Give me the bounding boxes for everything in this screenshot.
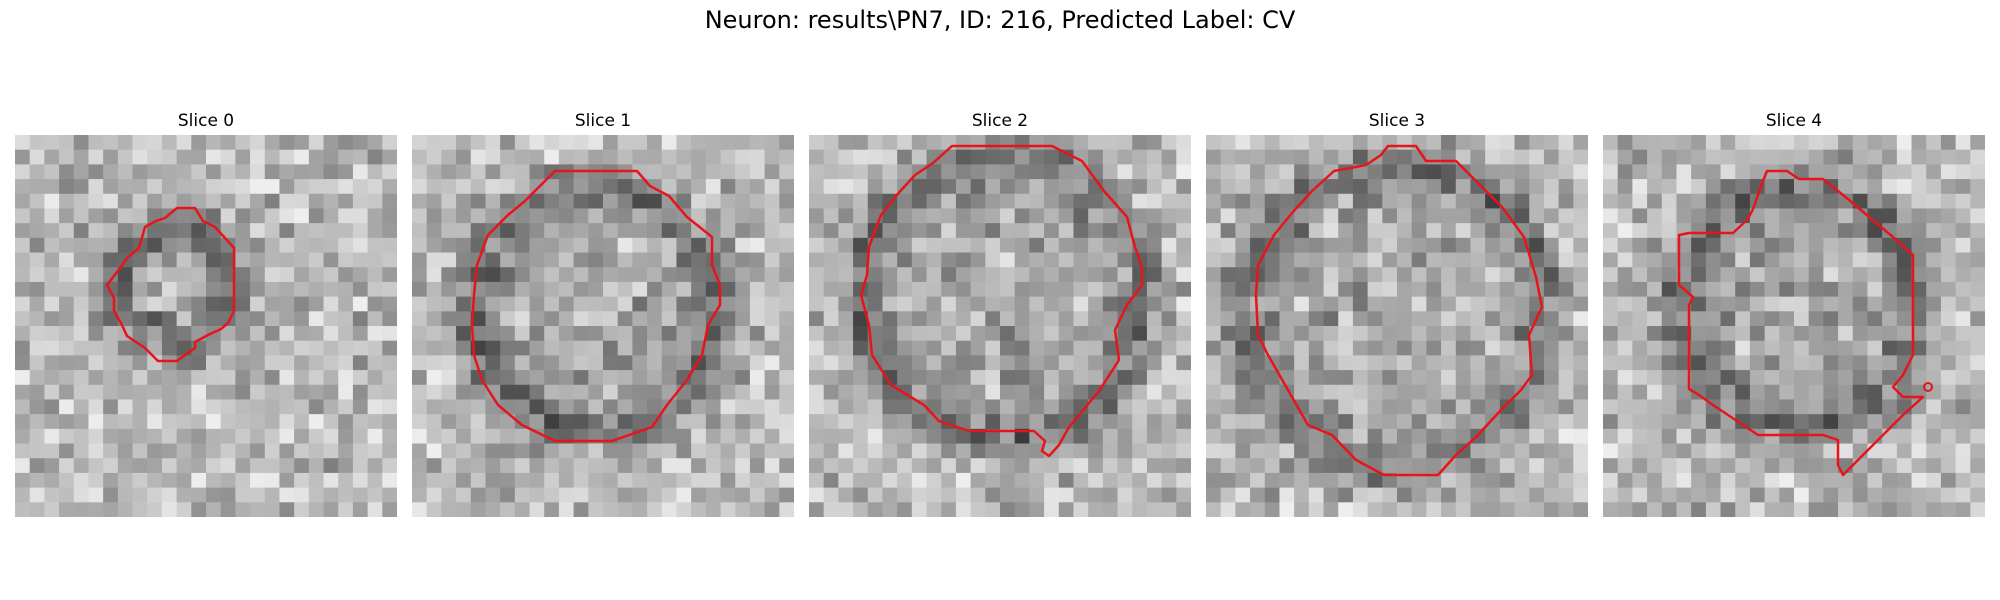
- slice-image-2: [809, 135, 1191, 517]
- slice-image-4: [1603, 135, 1985, 517]
- slice-title: Slice 2: [971, 111, 1029, 131]
- slice-panel-0: Slice 0: [15, 108, 397, 517]
- pixel-texture: [1206, 135, 1588, 517]
- slice-panel-3: Slice 3: [1206, 108, 1588, 517]
- figure-title: Neuron: results\PN7, ID: 216, Predicted …: [704, 6, 1296, 34]
- pixel-texture: [1603, 135, 1985, 517]
- slice-title: Slice 4: [1765, 111, 1823, 131]
- slice-panel-1: Slice 1: [412, 108, 794, 517]
- slice-title: Slice 1: [574, 111, 632, 131]
- segmentation-outline: [1254, 144, 1544, 477]
- pixel-texture: [809, 135, 1191, 517]
- slice-panel-4: Slice 4: [1603, 108, 1985, 517]
- segmentation-outline: [105, 206, 236, 363]
- outline-marker: [1923, 382, 1933, 392]
- segmentation-outline: [470, 169, 722, 443]
- slice-title: Slice 3: [1368, 111, 1426, 131]
- slice-title: Slice 0: [177, 111, 235, 131]
- segmentation-outline: [1677, 169, 1925, 477]
- slice-image-3: [1206, 135, 1588, 517]
- pixel-texture: [15, 135, 397, 517]
- slice-image-1: [412, 135, 794, 517]
- slice-panel-2: Slice 2: [809, 108, 1191, 517]
- slice-image-0: [15, 135, 397, 517]
- segmentation-outline: [859, 144, 1144, 458]
- pixel-texture: [412, 135, 794, 517]
